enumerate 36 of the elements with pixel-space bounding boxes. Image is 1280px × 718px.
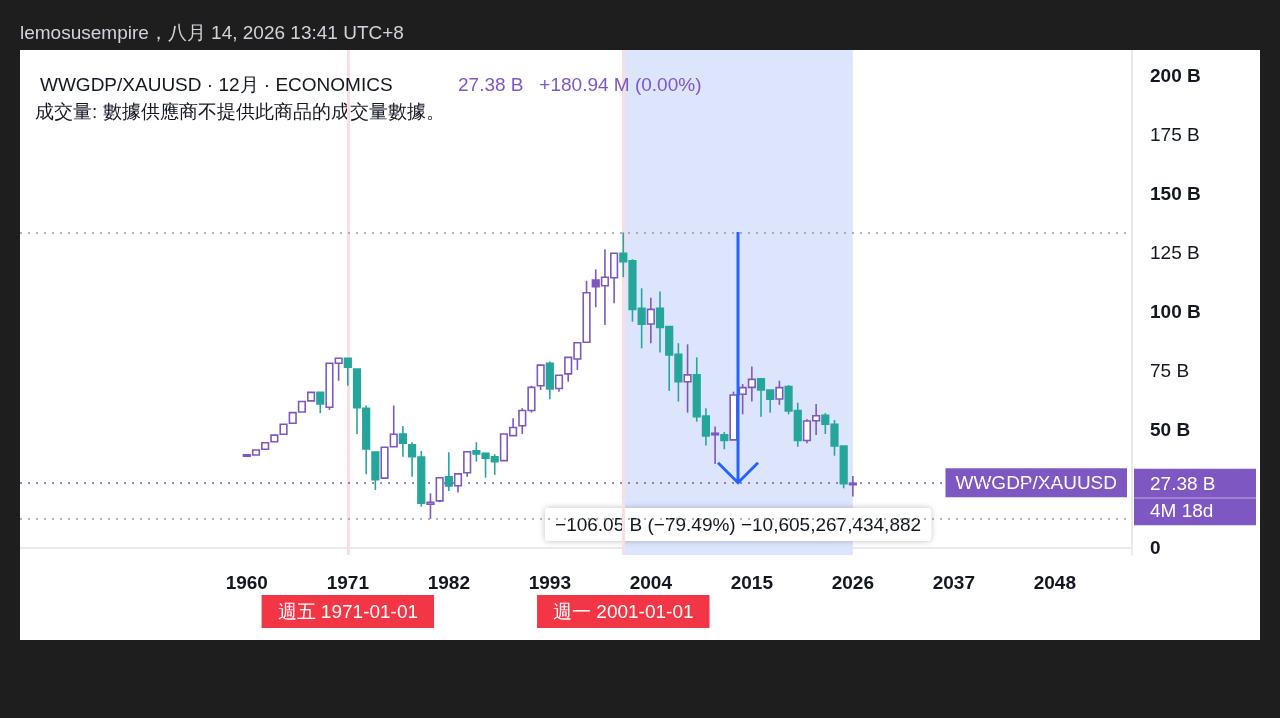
candlestick — [848, 475, 857, 498]
y-tick-label: 200 B — [1150, 64, 1201, 86]
band-label: −106.05 B (−79.49%) −10,605,267,434,882 — [555, 514, 922, 535]
text: WWGDP/XAUUSD · 12月 · ECONOMICS — [40, 74, 393, 95]
candlestick — [683, 343, 692, 414]
ref-line-label: 週五 1971-01-01 — [277, 601, 419, 622]
ref-line-label: 週一 2001-01-01 — [553, 601, 694, 622]
candlestick — [316, 391, 325, 414]
x-tick-label: 1993 — [528, 572, 571, 593]
y-tick-label: 0 — [1150, 537, 1161, 559]
annotation: WWGDP/XAUUSD — [955, 472, 1117, 494]
y-tick-label: 75 B — [1150, 360, 1190, 382]
y-tick-label: 125 B — [1150, 241, 1200, 263]
candlestick — [711, 425, 720, 465]
ref-line-label: 27.38 B — [1150, 472, 1216, 494]
candlestick — [343, 357, 352, 387]
x-tick-label: 2015 — [730, 572, 774, 593]
x-tick-label: 2048 — [1033, 572, 1077, 593]
x-tick-label: 2037 — [932, 572, 975, 593]
candlestick — [444, 451, 453, 492]
x-tick-label: 1982 — [427, 572, 470, 593]
candlestick — [775, 379, 784, 406]
x-tick-label: 2004 — [629, 572, 673, 593]
candlestick — [646, 296, 655, 344]
y-tick-label: 100 B — [1150, 300, 1201, 322]
x-tick-label: 2026 — [831, 572, 874, 593]
candlestick — [536, 364, 545, 391]
y-tick-label: 50 B — [1150, 419, 1191, 441]
text: 4M 18d — [1150, 500, 1214, 522]
text: 27.38 B +180.94 M (0.00%) — [458, 74, 702, 95]
text: lemosusempire，八月 14, 2026 13:41 UTC+8 — [20, 21, 404, 45]
y-tick-label: 150 B — [1150, 182, 1201, 204]
y-tick-label: 175 B — [1150, 123, 1200, 145]
x-tick-label: 1960 — [225, 572, 268, 593]
candlestick — [398, 425, 408, 458]
x-tick-label: 1971 — [326, 572, 370, 593]
